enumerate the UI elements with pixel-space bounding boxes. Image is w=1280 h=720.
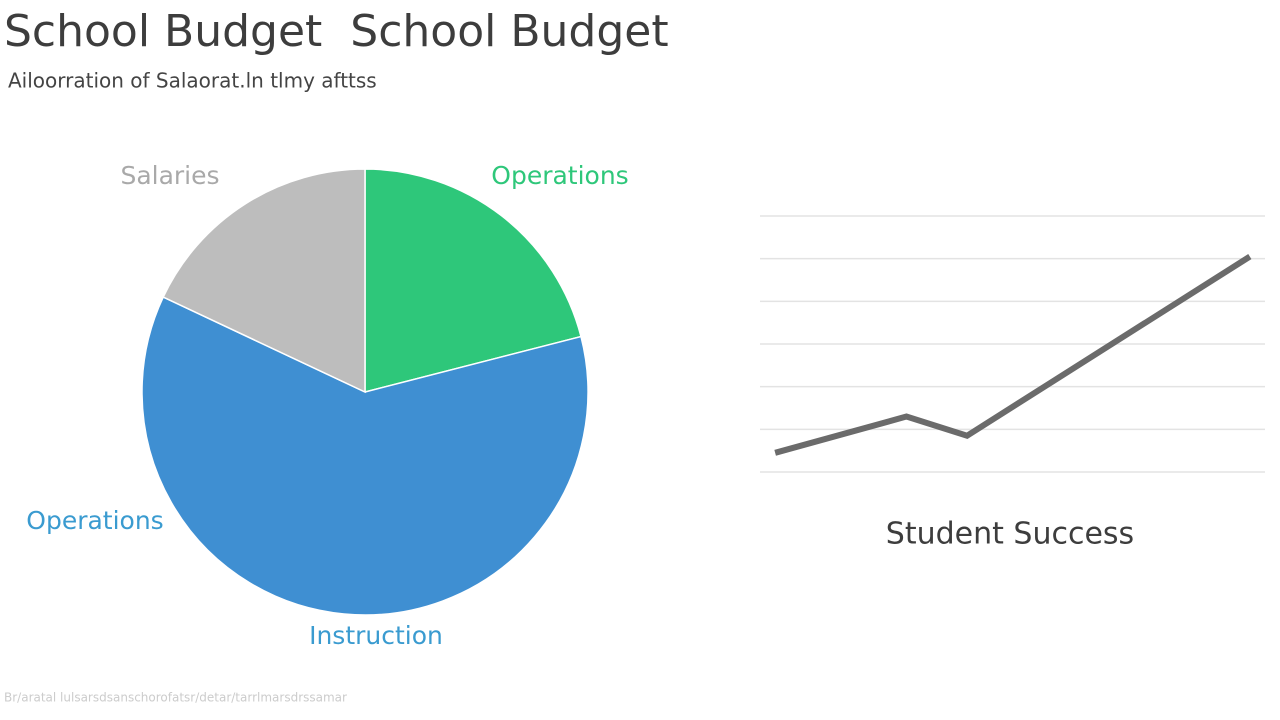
footer: Br/aratal lulsarsdsanschorofatsr/detar/t… <box>4 691 347 705</box>
line-title: Student Success <box>886 517 1134 552</box>
pie-slice <box>141 296 589 616</box>
title: School Budget School Budget <box>4 6 669 57</box>
slice-label: Operations <box>491 161 628 190</box>
pie-slice <box>364 168 582 393</box>
slice-label: Instruction <box>309 621 443 650</box>
line <box>774 253 1252 456</box>
slice-label: Salaries <box>120 161 219 190</box>
annotation: Operations <box>26 506 163 535</box>
subtitle: Ailoorration of Salaorat.ln tlmy afttss <box>8 69 377 93</box>
pie-slice <box>162 168 366 394</box>
